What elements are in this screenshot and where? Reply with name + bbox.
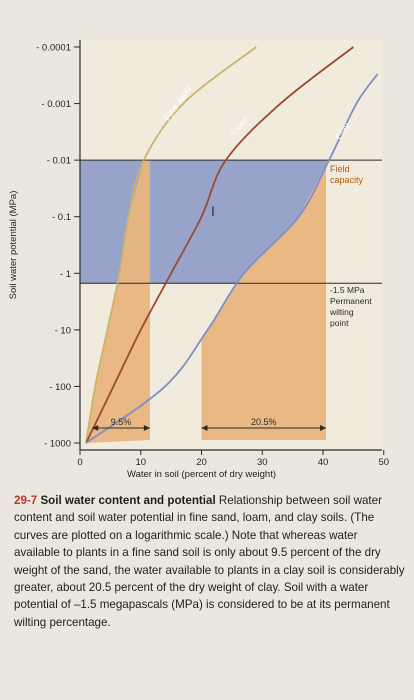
wilting-point-label-1: Permanent: [330, 296, 372, 306]
field-capacity-label-1: capacity: [330, 175, 364, 185]
y-tick-label-6: - 100: [49, 382, 71, 393]
figure-caption: 29-7 Soil water content and potential Re…: [14, 492, 406, 631]
wilting-point-label-3: point: [330, 318, 349, 328]
y-tick-label-0: - 0.0001: [36, 43, 71, 54]
x-tick-label-4: 40: [318, 457, 329, 468]
caption-number: 29-7: [14, 494, 38, 507]
y-tick-label-3: - 0.1: [52, 212, 71, 223]
x-tick-label-2: 20: [196, 457, 207, 468]
y-tick-label-7: - 1000: [44, 439, 71, 450]
curve-loam: [85, 46, 354, 444]
x-tick-label-0: 0: [77, 457, 82, 468]
range-arrow-left-clay: [201, 425, 208, 431]
x-tick-label-3: 30: [257, 457, 268, 468]
available-water-sand-band: [86, 160, 150, 443]
range-label-clay: 20.5%: [251, 417, 277, 427]
curve-clay: [85, 73, 379, 444]
range-label-fine-sand: 9.5%: [111, 417, 132, 427]
y-tick-label-2: - 0.01: [47, 156, 71, 167]
text-cursor-icon: I: [211, 203, 215, 219]
range-arrow-right-clay: [320, 425, 327, 431]
caption-text: Relationship between soil water content …: [14, 494, 405, 629]
wilting-point-label-2: wilting: [329, 307, 354, 317]
wilting-point-label-0: -1.5 MPa: [330, 285, 365, 295]
range-arrow-right-fine-sand: [143, 425, 150, 431]
x-tick-label-1: 10: [135, 457, 146, 468]
y-tick-label-5: - 10: [55, 325, 71, 336]
field-capacity-label-0: Field: [330, 164, 350, 174]
y-axis-label: Soil water potential (MPa): [8, 191, 19, 300]
x-axis-label: Water in soil (percent of dry weight): [127, 469, 276, 480]
range-arrow-left-fine-sand: [92, 425, 99, 431]
chart-area: Fine sand Loam Clay Field capacity -1.5 MPa Pe…: [8, 40, 389, 480]
curve-fine-sand: [85, 46, 257, 444]
available-water-clay-band: [201, 160, 330, 440]
y-tick-label-1: - 0.001: [41, 99, 71, 110]
x-tick-label-5: 50: [378, 457, 389, 468]
caption-title: Soil water content and potential: [40, 494, 216, 507]
y-tick-label-4: - 1: [60, 269, 71, 280]
